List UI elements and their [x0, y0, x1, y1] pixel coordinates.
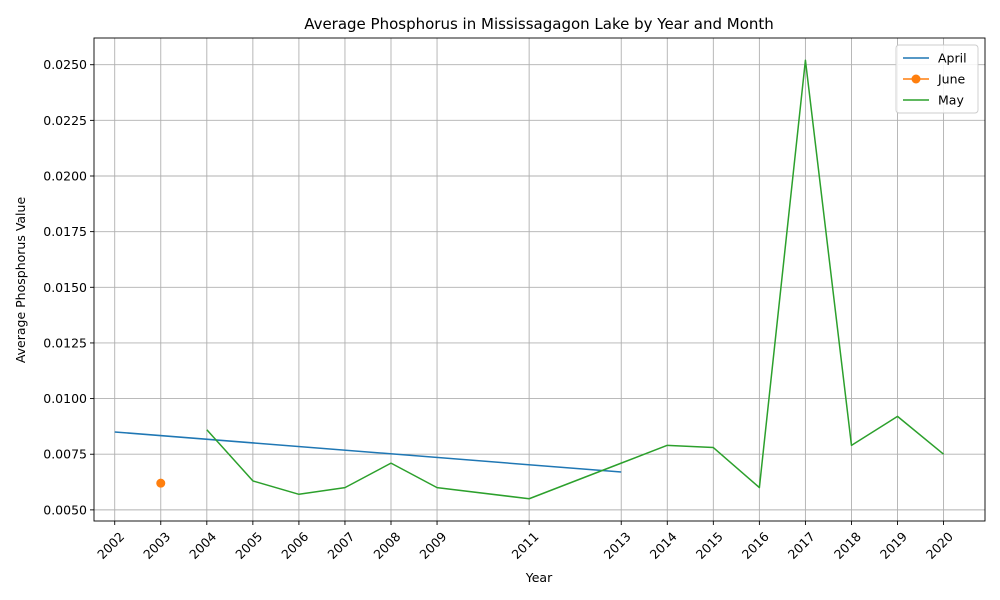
data-point-june	[156, 478, 166, 488]
legend: April June May	[895, 44, 979, 114]
x-tick-label: 2014	[647, 529, 680, 562]
legend-box	[895, 44, 979, 114]
x-tick-label: 2006	[278, 529, 311, 562]
series-line-april	[114, 431, 622, 473]
x-tick-label: 2013	[601, 529, 634, 562]
x-tick-label: 2007	[324, 529, 357, 562]
legend-marker-june	[911, 74, 921, 84]
x-tick-label: 2002	[94, 529, 127, 562]
legend-label-june: June	[937, 72, 966, 87]
x-tick-label: 2003	[140, 529, 173, 562]
x-tick-label: 2008	[370, 529, 403, 562]
x-tick-label: 2005	[232, 529, 265, 562]
y-tick-label: 0.0125	[43, 335, 87, 350]
legend-label-may: May	[938, 93, 964, 108]
y-tick-label: 0.0075	[43, 447, 87, 462]
x-tick-label: 2015	[693, 529, 726, 562]
x-tick-label: 2020	[923, 529, 956, 562]
series-layer	[114, 59, 945, 500]
series-line-may	[206, 59, 945, 500]
x-tick-label: 2016	[739, 529, 772, 562]
y-tick-label: 0.0175	[43, 224, 87, 239]
x-tick-label: 2004	[186, 529, 219, 562]
y-tick-label: 0.0050	[43, 502, 87, 517]
y-axis-ticks: 0.0050 0.0075 0.0100 0.0125 0.0150 0.0175 0.02…	[43, 57, 94, 517]
y-tick-label: 0.0250	[43, 57, 87, 72]
y-tick-label: 0.0100	[43, 391, 87, 406]
x-tick-label: 2011	[509, 529, 542, 562]
x-tick-label: 2019	[877, 529, 910, 562]
y-tick-label: 0.0200	[43, 169, 87, 184]
x-axis-ticks: 2002 2003 2004 2005 2006 2007 2008 2009 2011 2013…	[94, 521, 956, 562]
y-tick-label: 0.0150	[43, 280, 87, 295]
legend-label-april: April	[938, 51, 967, 66]
y-axis-label: Average Phosphorus Value	[13, 197, 28, 364]
x-tick-label: 2018	[831, 529, 864, 562]
x-axis-label: Year	[525, 570, 553, 585]
y-tick-label: 0.0225	[43, 113, 87, 128]
chart-title: Average Phosphorus in Mississagagon Lake…	[304, 15, 774, 33]
plot-frame	[93, 37, 986, 522]
x-tick-label: 2017	[785, 529, 818, 562]
x-tick-label: 2009	[416, 529, 449, 562]
grid	[94, 38, 985, 521]
